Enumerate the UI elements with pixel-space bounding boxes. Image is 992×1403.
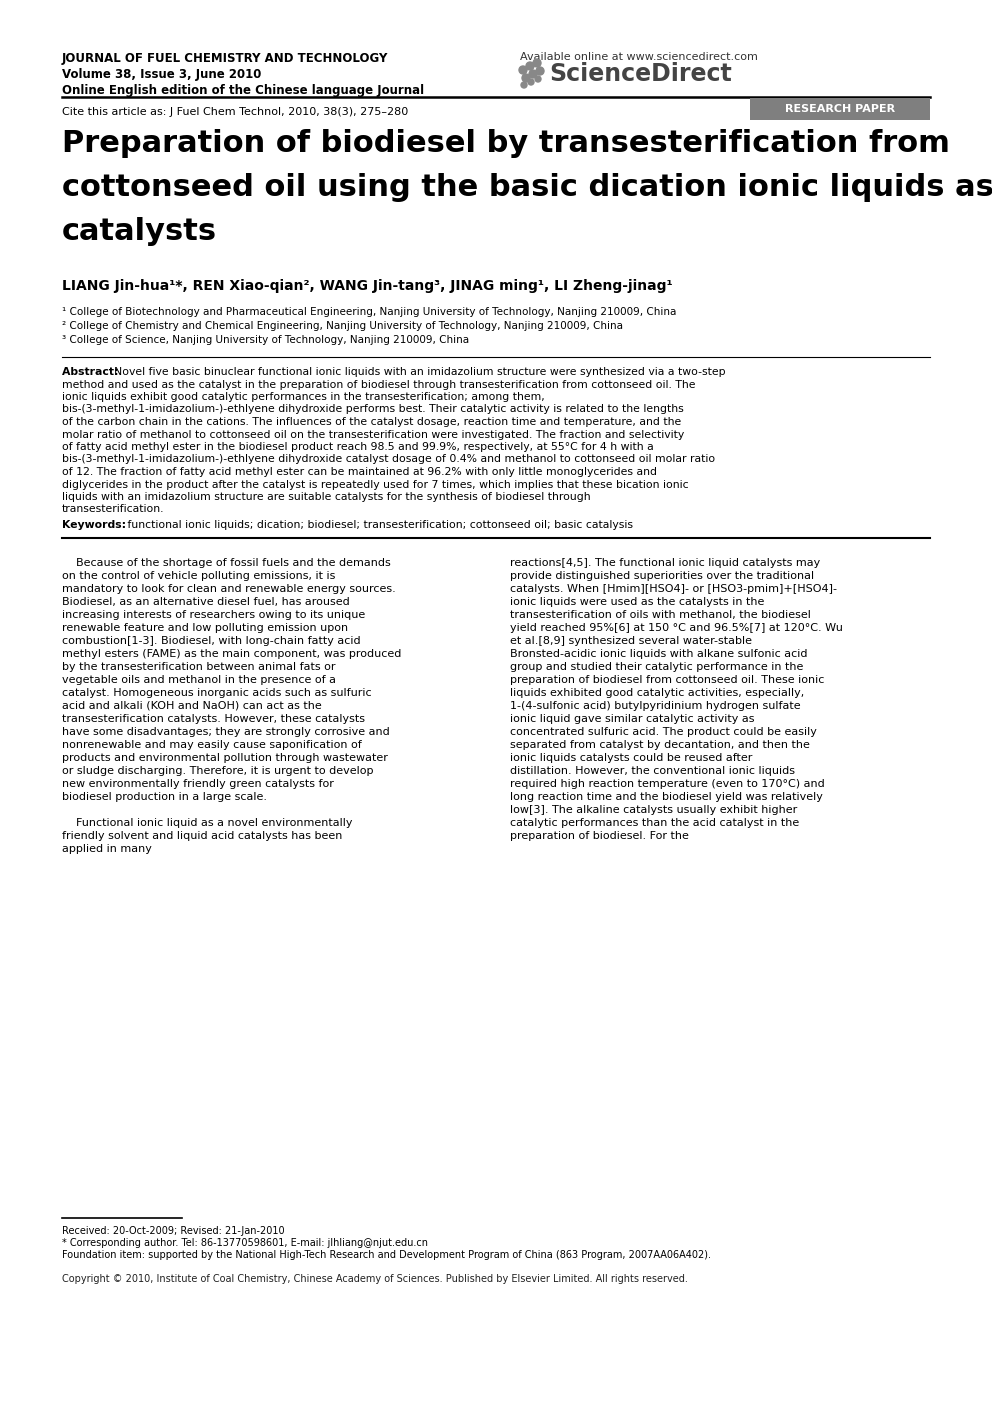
Text: Cite this article as: J Fuel Chem Technol, 2010, 38(3), 275–280: Cite this article as: J Fuel Chem Techno…	[62, 107, 409, 116]
Text: have some disadvantages; they are strongly corrosive and: have some disadvantages; they are strong…	[62, 727, 390, 737]
Text: Keywords:: Keywords:	[62, 521, 126, 530]
Text: Received: 20-Oct-2009; Revised: 21-Jan-2010: Received: 20-Oct-2009; Revised: 21-Jan-2…	[62, 1226, 285, 1236]
Text: biodiesel production in a large scale.: biodiesel production in a large scale.	[62, 793, 267, 803]
Text: 1-(4-sulfonic acid) butylpyridinium hydrogen sulfate: 1-(4-sulfonic acid) butylpyridinium hydr…	[510, 702, 801, 711]
Circle shape	[526, 62, 534, 70]
Text: cottonseed oil using the basic dication ionic liquids as: cottonseed oil using the basic dication …	[62, 173, 992, 202]
Text: new environmentally friendly green catalysts for: new environmentally friendly green catal…	[62, 779, 334, 788]
Text: catalyst. Homogeneous inorganic acids such as sulfuric: catalyst. Homogeneous inorganic acids su…	[62, 687, 372, 699]
Text: combustion[1-3]. Biodiesel, with long-chain fatty acid: combustion[1-3]. Biodiesel, with long-ch…	[62, 636, 361, 645]
Text: yield reached 95%[6] at 150 °C and 96.5%[7] at 120°C. Wu: yield reached 95%[6] at 150 °C and 96.5%…	[510, 623, 843, 633]
Text: transesterification.: transesterification.	[62, 505, 165, 515]
Text: RESEARCH PAPER: RESEARCH PAPER	[785, 104, 895, 114]
Text: methyl esters (FAME) as the main component, was produced: methyl esters (FAME) as the main compone…	[62, 650, 402, 659]
Text: ² College of Chemistry and Chemical Engineering, Nanjing University of Technolog: ² College of Chemistry and Chemical Engi…	[62, 321, 623, 331]
Text: ionic liquids catalysts could be reused after: ionic liquids catalysts could be reused …	[510, 753, 752, 763]
Text: transesterification of oils with methanol, the biodiesel: transesterification of oils with methano…	[510, 610, 810, 620]
Text: catalytic performances than the acid catalyst in the: catalytic performances than the acid cat…	[510, 818, 800, 828]
Text: concentrated sulfuric acid. The product could be easily: concentrated sulfuric acid. The product …	[510, 727, 816, 737]
Text: et al.[8,9] synthesized several water-stable: et al.[8,9] synthesized several water-st…	[510, 636, 752, 645]
Text: of the carbon chain in the cations. The influences of the catalyst dosage, react: of the carbon chain in the cations. The …	[62, 417, 682, 427]
Text: bis-(3-methyl-1-imidazolium-)-ethlyene dihydroxide performs best. Their catalyti: bis-(3-methyl-1-imidazolium-)-ethlyene d…	[62, 404, 683, 414]
Text: Available online at www.sciencedirect.com: Available online at www.sciencedirect.co…	[520, 52, 758, 62]
Text: low[3]. The alkaline catalysts usually exhibit higher: low[3]. The alkaline catalysts usually e…	[510, 805, 798, 815]
Text: LIANG Jin-hua¹*, REN Xiao-qian², WANG Jin-tang³, JINAG ming¹, LI Zheng-jinag¹: LIANG Jin-hua¹*, REN Xiao-qian², WANG Ji…	[62, 279, 673, 293]
Text: Foundation item: supported by the National High-Tech Research and Development Pr: Foundation item: supported by the Nation…	[62, 1250, 711, 1260]
Text: method and used as the catalyst in the preparation of biodiesel through transest: method and used as the catalyst in the p…	[62, 379, 695, 390]
Text: catalysts: catalysts	[62, 217, 217, 246]
Text: functional ionic liquids; dication; biodiesel; transesterification; cottonseed o: functional ionic liquids; dication; biod…	[117, 521, 633, 530]
Text: Preparation of biodiesel by transesterification from: Preparation of biodiesel by transesterif…	[62, 129, 950, 159]
Text: increasing interests of researchers owing to its unique: increasing interests of researchers owin…	[62, 610, 365, 620]
FancyBboxPatch shape	[750, 98, 930, 121]
Text: * Corresponding author. Tel: 86-13770598601, E-mail: jlhliang@njut.edu.cn: * Corresponding author. Tel: 86-13770598…	[62, 1237, 428, 1249]
Text: Abstract:: Abstract:	[62, 368, 126, 377]
Text: separated from catalyst by decantation, and then the: separated from catalyst by decantation, …	[510, 739, 809, 751]
Text: Functional ionic liquid as a novel environmentally: Functional ionic liquid as a novel envir…	[62, 818, 352, 828]
Text: nonrenewable and may easily cause saponification of: nonrenewable and may easily cause saponi…	[62, 739, 362, 751]
Text: Volume 38, Issue 3, June 2010: Volume 38, Issue 3, June 2010	[62, 67, 261, 81]
Text: friendly solvent and liquid acid catalysts has been: friendly solvent and liquid acid catalys…	[62, 831, 342, 840]
Text: applied in many: applied in many	[62, 845, 152, 854]
Circle shape	[528, 79, 534, 86]
Text: required high reaction temperature (even to 170°C) and: required high reaction temperature (even…	[510, 779, 824, 788]
Text: long reaction time and the biodiesel yield was relatively: long reaction time and the biodiesel yie…	[510, 793, 823, 803]
Text: ScienceDirect: ScienceDirect	[549, 62, 732, 86]
Text: liquids exhibited good catalytic activities, especially,: liquids exhibited good catalytic activit…	[510, 687, 805, 699]
Circle shape	[536, 67, 544, 74]
Text: preparation of biodiesel from cottonseed oil. These ionic: preparation of biodiesel from cottonseed…	[510, 675, 824, 685]
Text: Novel five basic binuclear functional ionic liquids with an imidazolium structur: Novel five basic binuclear functional io…	[114, 368, 725, 377]
Circle shape	[521, 81, 527, 88]
Text: bis-(3-methyl-1-imidazolium-)-ethlyene dihydroxide catalyst dosage of 0.4% and m: bis-(3-methyl-1-imidazolium-)-ethlyene d…	[62, 455, 715, 464]
Text: ionic liquid gave similar catalytic activity as: ionic liquid gave similar catalytic acti…	[510, 714, 755, 724]
Text: transesterification catalysts. However, these catalysts: transesterification catalysts. However, …	[62, 714, 365, 724]
Text: vegetable oils and methanol in the presence of a: vegetable oils and methanol in the prese…	[62, 675, 336, 685]
Text: of fatty acid methyl ester in the biodiesel product reach 98.5 and 99.9%, respec: of fatty acid methyl ester in the biodie…	[62, 442, 654, 452]
Text: acid and alkali (KOH and NaOH) can act as the: acid and alkali (KOH and NaOH) can act a…	[62, 702, 321, 711]
Text: of 12. The fraction of fatty acid methyl ester can be maintained at 96.2% with o: of 12. The fraction of fatty acid methyl…	[62, 467, 657, 477]
Text: diglycerides in the product after the catalyst is repeatedly used for 7 times, w: diglycerides in the product after the ca…	[62, 480, 688, 490]
Text: ionic liquids exhibit good catalytic performances in the transesterification; am: ionic liquids exhibit good catalytic per…	[62, 391, 545, 403]
Circle shape	[529, 70, 537, 79]
Text: Bronsted-acidic ionic liquids with alkane sulfonic acid: Bronsted-acidic ionic liquids with alkan…	[510, 650, 807, 659]
Circle shape	[522, 74, 530, 81]
Text: Biodiesel, as an alternative diesel fuel, has aroused: Biodiesel, as an alternative diesel fuel…	[62, 598, 350, 607]
Text: renewable feature and low polluting emission upon: renewable feature and low polluting emis…	[62, 623, 348, 633]
Text: catalysts. When [Hmim][HSO4]- or [HSO3-pmim]+[HSO4]-: catalysts. When [Hmim][HSO4]- or [HSO3-p…	[510, 584, 837, 593]
Text: mandatory to look for clean and renewable energy sources.: mandatory to look for clean and renewabl…	[62, 584, 396, 593]
Text: distillation. However, the conventional ionic liquids: distillation. However, the conventional …	[510, 766, 795, 776]
Text: group and studied their catalytic performance in the: group and studied their catalytic perfor…	[510, 662, 804, 672]
Text: ¹ College of Biotechnology and Pharmaceutical Engineering, Nanjing University of: ¹ College of Biotechnology and Pharmaceu…	[62, 307, 677, 317]
Text: liquids with an imidazolium structure are suitable catalysts for the synthesis o: liquids with an imidazolium structure ar…	[62, 492, 590, 502]
Circle shape	[533, 59, 541, 67]
Text: Copyright © 2010, Institute of Coal Chemistry, Chinese Academy of Sciences. Publ: Copyright © 2010, Institute of Coal Chem…	[62, 1274, 687, 1284]
Circle shape	[535, 76, 541, 81]
Text: products and environmental pollution through wastewater: products and environmental pollution thr…	[62, 753, 388, 763]
Text: or sludge discharging. Therefore, it is urgent to develop: or sludge discharging. Therefore, it is …	[62, 766, 374, 776]
Text: ionic liquids were used as the catalysts in the: ionic liquids were used as the catalysts…	[510, 598, 765, 607]
Text: ³ College of Science, Nanjing University of Technology, Nanjing 210009, China: ³ College of Science, Nanjing University…	[62, 335, 469, 345]
Text: molar ratio of methanol to cottonseed oil on the transesterification were invest: molar ratio of methanol to cottonseed oi…	[62, 429, 684, 439]
Text: JOURNAL OF FUEL CHEMISTRY AND TECHNOLOGY: JOURNAL OF FUEL CHEMISTRY AND TECHNOLOGY	[62, 52, 389, 65]
Text: preparation of biodiesel. For the: preparation of biodiesel. For the	[510, 831, 688, 840]
Text: by the transesterification between animal fats or: by the transesterification between anima…	[62, 662, 335, 672]
Circle shape	[519, 66, 527, 74]
Text: reactions[4,5]. The functional ionic liquid catalysts may: reactions[4,5]. The functional ionic liq…	[510, 558, 820, 568]
Text: provide distinguished superiorities over the traditional: provide distinguished superiorities over…	[510, 571, 814, 581]
Text: Online English edition of the Chinese language Journal: Online English edition of the Chinese la…	[62, 84, 425, 97]
Text: Because of the shortage of fossil fuels and the demands: Because of the shortage of fossil fuels …	[62, 558, 391, 568]
Text: on the control of vehicle polluting emissions, it is: on the control of vehicle polluting emis…	[62, 571, 335, 581]
